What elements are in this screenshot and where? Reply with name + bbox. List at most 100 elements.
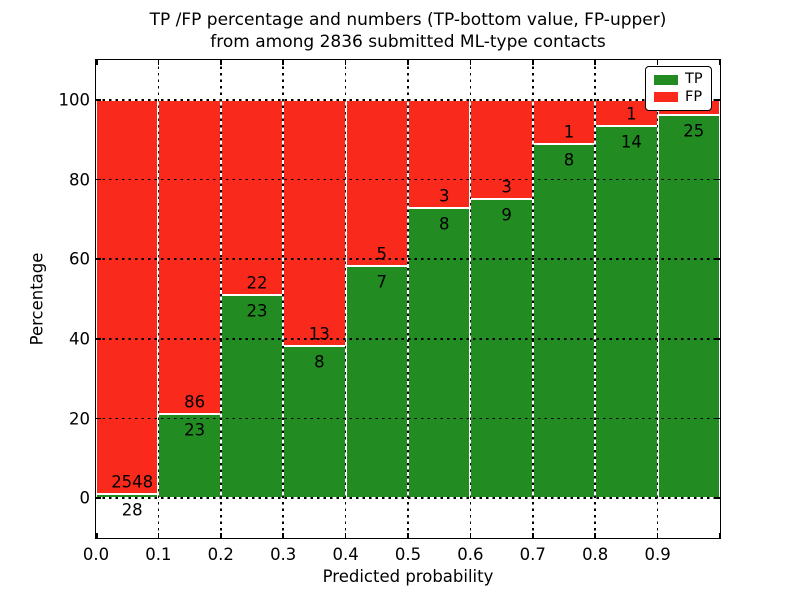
- tp-bar-segment: [657, 115, 720, 499]
- tp-count-label: 8: [438, 214, 450, 234]
- x-tick-mark: [407, 533, 409, 538]
- fp-count-label: 13: [308, 324, 330, 344]
- fp-count-label: 1: [563, 122, 575, 142]
- tp-bar-segment: [408, 208, 471, 499]
- tp-count-label: 28: [121, 500, 143, 520]
- fp-bar-segment: [283, 99, 346, 347]
- y-tick-mark: [96, 338, 101, 340]
- v-gridline: [594, 60, 596, 538]
- y-tick-mark: [715, 178, 720, 181]
- tp-count-label: 23: [184, 420, 206, 440]
- v-gridline: [282, 60, 284, 538]
- chart-title-line2: from among 2836 submitted ML-type contac…: [210, 31, 606, 52]
- v-gridline: [407, 60, 409, 538]
- x-tick-label: 0.9: [644, 545, 671, 564]
- x-axis-label: Predicted probability: [322, 567, 494, 586]
- v-gridline: [532, 60, 534, 538]
- fp-bar-segment: [96, 99, 159, 494]
- tp-bar-segment: [220, 294, 284, 499]
- x-tick-mark: [656, 533, 659, 538]
- x-tick-mark: [469, 60, 472, 65]
- fp-count-label: 3: [501, 177, 512, 197]
- tp-bar-segment: [470, 199, 533, 499]
- v-gridline: [344, 60, 347, 538]
- x-tick-mark: [96, 60, 98, 65]
- tp-count-label: 23: [246, 301, 268, 321]
- legend-box: TP FP: [645, 66, 712, 111]
- x-tick-mark: [282, 533, 284, 538]
- x-tick-mark: [594, 533, 596, 538]
- tp-count-label: 25: [683, 121, 705, 141]
- y-tick-label: 80: [69, 170, 90, 189]
- fp-bar-segment: [345, 99, 408, 266]
- y-tick-mark: [715, 99, 720, 101]
- fp-count-label: 1: [626, 104, 637, 124]
- x-tick-label: 0.4: [332, 545, 359, 564]
- x-tick-mark: [407, 60, 409, 65]
- x-tick-mark: [220, 533, 222, 538]
- legend-entry-label: TP: [685, 71, 703, 88]
- y-tick-mark: [96, 497, 101, 499]
- x-tick-mark: [718, 60, 720, 65]
- tp-count-label: 9: [501, 205, 512, 225]
- x-tick-mark: [532, 60, 534, 65]
- x-tick-mark: [718, 533, 720, 538]
- x-tick-mark: [96, 533, 98, 538]
- legend-entry: FP: [654, 90, 703, 105]
- x-tick-label: 0.8: [582, 545, 609, 564]
- x-tick-label: 0.6: [457, 545, 484, 564]
- x-tick-label: 0.1: [145, 545, 172, 564]
- x-tick-label: 0.7: [519, 545, 546, 564]
- fp-count-label: 2548: [111, 472, 154, 492]
- legend-entry-label: FP: [685, 89, 703, 106]
- y-tick-mark: [96, 417, 101, 420]
- y-tick-label: 60: [69, 249, 90, 269]
- y-tick-mark: [96, 99, 101, 101]
- v-gridline: [656, 60, 659, 538]
- x-tick-mark: [344, 60, 347, 65]
- tp-bar-segment: [595, 126, 658, 499]
- x-tick-mark: [594, 60, 596, 65]
- tp-bar-segment: [532, 144, 596, 499]
- chart-title-line1: TP /FP percentage and numbers (TP-bottom…: [149, 10, 667, 30]
- tp-count-label: 8: [563, 150, 575, 170]
- fp-bar-segment: [158, 99, 221, 415]
- legend-entry: TP: [654, 72, 703, 87]
- x-tick-mark: [220, 60, 222, 65]
- fp-bar-segment: [220, 99, 284, 295]
- v-gridline: [220, 60, 222, 538]
- y-tick-mark: [96, 178, 101, 181]
- y-tick-mark: [715, 497, 720, 499]
- fp-count-label: 3: [438, 186, 450, 206]
- tp-bar-segment: [345, 265, 408, 499]
- x-tick-mark: [157, 60, 160, 65]
- y-tick-mark: [96, 258, 101, 260]
- y-tick-label: 20: [69, 409, 90, 428]
- y-tick-mark: [715, 258, 720, 260]
- y-tick-label: 100: [58, 90, 91, 110]
- x-tick-mark: [282, 60, 284, 65]
- tp-legend-swatch: [654, 74, 678, 85]
- chart-title: TP /FP percentage and numbers (TP-bottom…: [96, 10, 720, 53]
- x-tick-mark: [157, 533, 160, 538]
- y-tick-label: 40: [69, 329, 90, 349]
- x-tick-mark: [469, 533, 472, 538]
- x-tick-mark: [344, 533, 347, 538]
- fp-count-label: 5: [376, 244, 388, 264]
- x-tick-label: 0.0: [82, 545, 110, 564]
- x-tick-label: 0.3: [270, 545, 297, 564]
- x-tick-mark: [656, 60, 659, 65]
- tp-count-label: 14: [620, 132, 642, 152]
- x-tick-mark: [532, 533, 534, 538]
- y-tick-label: 0: [79, 488, 91, 508]
- x-tick-label: 0.2: [207, 545, 234, 564]
- y-tick-mark: [715, 338, 720, 340]
- y-tick-mark: [715, 417, 720, 420]
- x-tick-label: 0.5: [394, 545, 422, 564]
- fp-legend-swatch: [654, 92, 678, 103]
- tp-count-label: 8: [314, 352, 325, 372]
- fp-count-label: 86: [184, 392, 206, 412]
- fp-count-label: 22: [246, 273, 268, 293]
- v-gridline: [157, 60, 160, 538]
